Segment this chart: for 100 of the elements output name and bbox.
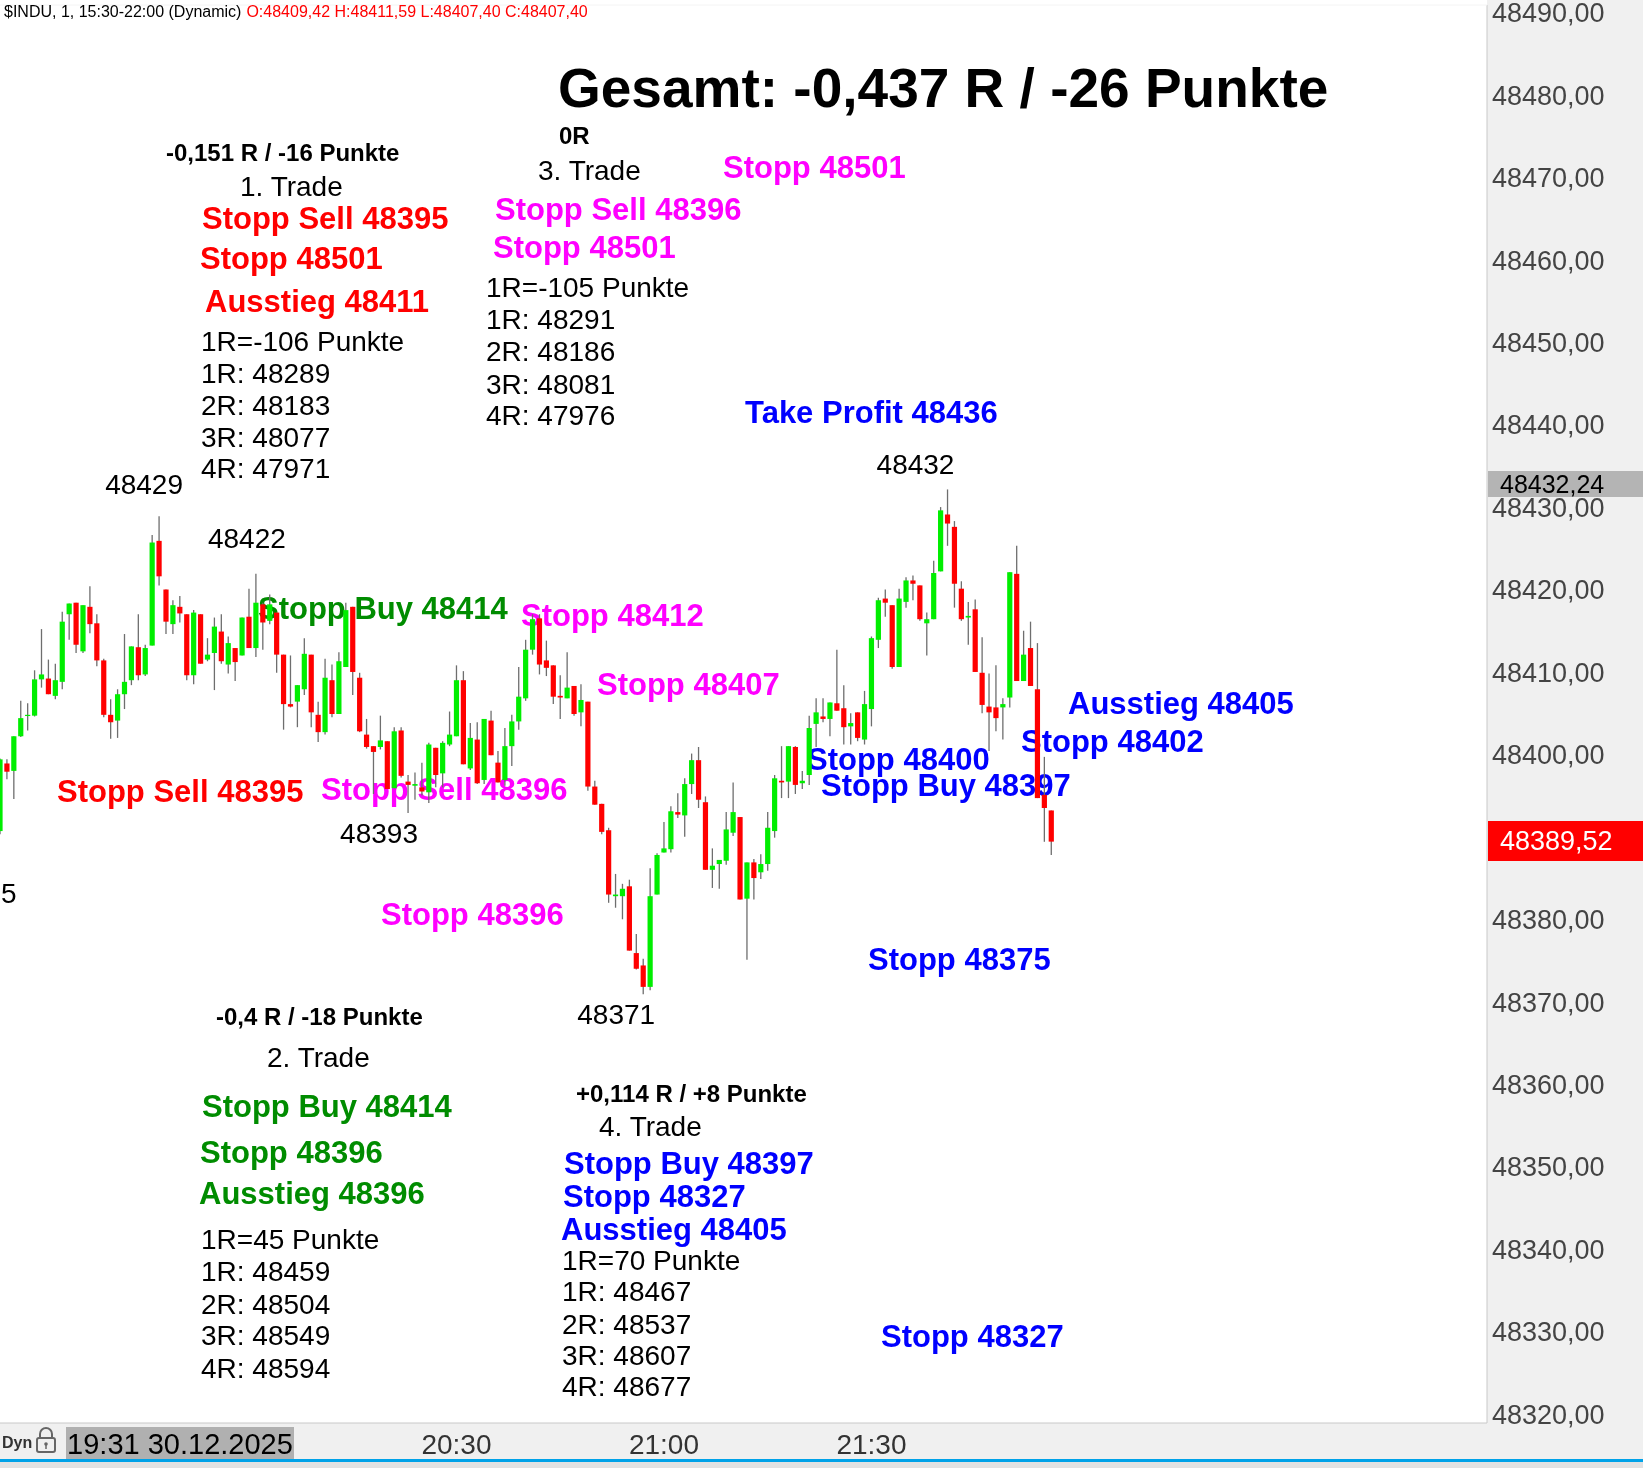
annotation: 2R: 48504 xyxy=(201,1289,331,1320)
x-tick-label: 21:30 xyxy=(836,1429,907,1460)
text: Dyn xyxy=(2,1434,33,1451)
candlestick xyxy=(412,771,418,801)
y-tick-label: 48370,00 xyxy=(1492,987,1605,1018)
candlestick xyxy=(315,700,321,743)
annotation: Stopp Buy 48414 xyxy=(202,1089,453,1124)
candlestick xyxy=(446,710,453,747)
annotation: Stopp 48375 xyxy=(868,942,1051,977)
candlestick xyxy=(834,649,840,712)
annotation: 0R xyxy=(559,122,590,149)
annotation: Stopp Sell 48395 xyxy=(57,774,304,809)
annotation: 4R: 48677 xyxy=(562,1371,692,1402)
candlestick xyxy=(52,663,58,700)
candlestick xyxy=(377,715,383,751)
annotation: 3R: 48549 xyxy=(201,1320,331,1351)
annotation: 1R=-105 Punkte xyxy=(486,272,690,303)
annotation: 3. Trade xyxy=(538,155,641,186)
candlestick xyxy=(557,674,563,720)
annotation: Stopp 48501 xyxy=(493,230,676,265)
y-tick-label: 48320,00 xyxy=(1492,1399,1605,1430)
candlestick xyxy=(4,758,10,780)
annotation: Stopp 48396 xyxy=(381,897,564,932)
candlestick xyxy=(232,647,238,682)
annotation: 2R: 48537 xyxy=(562,1309,692,1340)
y-tick-label: 48410,00 xyxy=(1492,657,1605,688)
y-tick-label: 48330,00 xyxy=(1492,1317,1605,1348)
y-tick-label: 48380,00 xyxy=(1492,905,1605,936)
candlestick xyxy=(965,601,971,646)
candlestick xyxy=(18,700,24,738)
y-tick-label: 48460,00 xyxy=(1492,245,1605,276)
candlestick xyxy=(910,574,916,601)
annotation: 48432 xyxy=(876,449,955,481)
candlestick xyxy=(730,781,736,837)
candlestick xyxy=(751,858,757,901)
annotation: 48371 xyxy=(577,999,656,1031)
y-tick-label: 48470,00 xyxy=(1492,163,1605,194)
annotation: Stopp 48407 xyxy=(597,667,780,702)
candlestick xyxy=(121,633,128,710)
annotation: 4R: 48594 xyxy=(201,1353,331,1384)
annotation: 2R: 48183 xyxy=(201,390,331,421)
annotation: +0,114 R / +8 Punkte xyxy=(576,1080,807,1107)
annotation: 1R=-106 Punkte xyxy=(201,326,405,357)
annotation: Ausstieg 48411 xyxy=(205,284,430,319)
annotation: Stopp 48501 xyxy=(200,241,383,276)
text: Gesamt: -0,437 R / -26 Punkte xyxy=(558,57,1329,119)
annotation: Stopp 48501 xyxy=(723,150,906,185)
annotation: 1R: 48459 xyxy=(201,1256,331,1287)
candlestick xyxy=(38,628,45,689)
annotation: 1R: 48467 xyxy=(562,1276,692,1307)
candlestick xyxy=(841,684,847,746)
annotation: 4. Trade xyxy=(599,1111,702,1142)
candlestick xyxy=(640,958,646,995)
x-tick-label: 21:00 xyxy=(628,1429,699,1460)
annotation: Stopp Buy 48397 xyxy=(564,1146,814,1181)
annotation: Ausstieg 48396 xyxy=(199,1176,425,1211)
annotation: 2R: 48186 xyxy=(486,336,616,367)
annotation: -0,151 R / -16 Punkte xyxy=(166,139,400,166)
annotation: Stopp 48396 xyxy=(200,1135,383,1170)
candlestick xyxy=(882,588,888,618)
candlestick xyxy=(45,658,52,695)
y-tick-label: 48360,00 xyxy=(1492,1069,1605,1100)
annotation: 48429 xyxy=(105,469,184,501)
candlestick xyxy=(170,599,176,635)
y-tick-label: 48420,00 xyxy=(1492,575,1605,606)
y-tick-label: 48340,00 xyxy=(1492,1234,1605,1265)
text: 48389,52 xyxy=(1500,826,1613,856)
candlestick xyxy=(820,697,826,723)
candlestick xyxy=(813,697,819,748)
annotation: 1R: 48289 xyxy=(201,358,331,389)
candlestick xyxy=(294,684,300,728)
annotation: Ausstieg 48405 xyxy=(1068,686,1294,721)
annotation: 48393 xyxy=(340,817,418,849)
annotation: 1R=45 Punkte xyxy=(201,1224,380,1255)
annotation: 3R: 48607 xyxy=(562,1340,692,1371)
candlestick xyxy=(619,883,626,920)
candlestick xyxy=(287,654,294,709)
candlestick xyxy=(709,847,715,889)
candlestick xyxy=(578,683,584,728)
candlestick xyxy=(716,859,722,890)
y-tick-label: 48490,00 xyxy=(1492,0,1605,29)
candlestick xyxy=(827,701,833,737)
y-tick-label: 48480,00 xyxy=(1492,80,1605,111)
annotation: 1. Trade xyxy=(240,171,343,202)
annotation: 2. Trade xyxy=(267,1042,370,1073)
candlestick xyxy=(758,853,764,880)
annotation: 48422 xyxy=(207,522,286,554)
annotation: Stopp Sell 48395 xyxy=(202,201,449,236)
candlestick xyxy=(592,780,598,806)
candlestick xyxy=(924,611,930,657)
annotation: Stopp Sell 48396 xyxy=(495,192,742,227)
y-tick-label: 48400,00 xyxy=(1492,740,1605,771)
annotation: Take Profit 48436 xyxy=(745,395,998,430)
y-tick-label: 48450,00 xyxy=(1492,328,1605,359)
annotation: 5 xyxy=(1,878,17,909)
annotation: 3R: 48081 xyxy=(486,369,616,400)
text: 48432,24 xyxy=(1500,470,1605,498)
annotation: 3R: 48077 xyxy=(201,422,331,453)
candlestick xyxy=(204,637,211,662)
candlestick xyxy=(944,488,951,547)
